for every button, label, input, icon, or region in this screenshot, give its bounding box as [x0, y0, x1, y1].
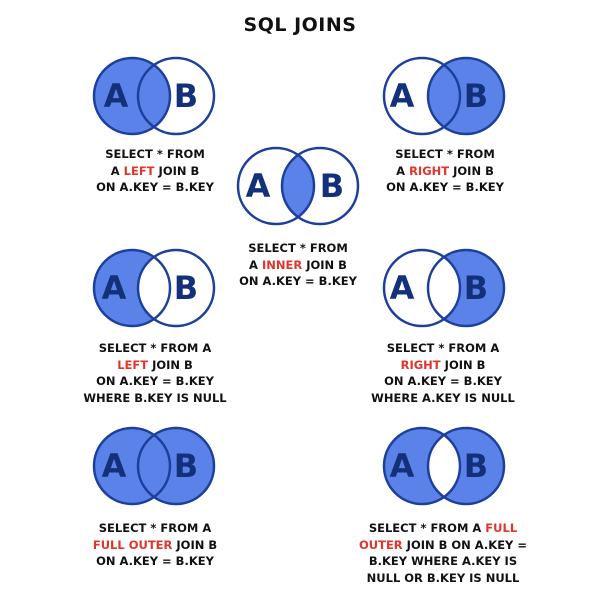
- intersection-region: [138, 58, 170, 134]
- join-keyword: RIGHT: [400, 357, 441, 372]
- intersection-region: [428, 58, 460, 134]
- query-line: SELECT * FROM: [105, 147, 205, 161]
- query-line: LEFT JOIN B: [117, 357, 193, 372]
- page-title: SQL JOINS: [243, 14, 357, 36]
- query-left-join: SELECT * FROM A LEFT JOIN B ON A.KEY = B…: [40, 146, 270, 196]
- label-a: A: [102, 269, 127, 307]
- venn-right-join: A B: [382, 56, 506, 136]
- circle-b-outline: [426, 426, 506, 506]
- query-line: ON A.KEY = B.KEY: [96, 374, 214, 388]
- query-full-outer-join: SELECT * FROM A FULL OUTER JOIN B ON A.K…: [40, 520, 270, 570]
- query-line: ON A.KEY = B.KEY: [386, 180, 504, 194]
- label-b: B: [464, 77, 488, 115]
- query-line: SELECT * FROM A FULL: [368, 521, 518, 535]
- join-keyword: LEFT: [117, 357, 149, 372]
- label-a: A: [390, 77, 415, 115]
- venn-left-excluding-join: A B: [92, 248, 216, 328]
- query-line: A INNER JOIN B: [249, 257, 347, 272]
- query-line: SELECT * FROM A: [386, 341, 500, 355]
- join-keyword: LEFT: [123, 163, 155, 178]
- circle-a-outline: [236, 146, 316, 226]
- query-line: ON A.KEY = B.KEY: [96, 554, 214, 568]
- label-b: B: [464, 269, 488, 307]
- venn-inner-join: A B: [236, 146, 360, 226]
- label-a: A: [390, 269, 415, 307]
- circle-a-outline: [382, 248, 462, 328]
- join-keyword: RIGHT: [409, 163, 450, 178]
- query-line: RIGHT JOIN B: [400, 357, 486, 372]
- circle-b-outline: [136, 56, 216, 136]
- label-b: B: [174, 77, 198, 115]
- circle-b: [428, 250, 504, 326]
- venn-full-outer-excluding-join: A B: [382, 426, 506, 506]
- circle-a: [94, 250, 170, 326]
- circle-b: [138, 428, 214, 504]
- query-line: SELECT * FROM: [395, 147, 495, 161]
- query-line: ON A.KEY = B.KEY: [384, 374, 502, 388]
- query-inner-join: SELECT * FROM A INNER JOIN B ON A.KEY = …: [183, 240, 413, 290]
- query-line: B.KEY WHERE A.KEY IS: [368, 554, 518, 568]
- join-keyword: FULL: [485, 521, 518, 535]
- venn-left-join: A B: [92, 56, 216, 136]
- label-a: A: [102, 447, 127, 485]
- circle-a-outline: [382, 426, 462, 506]
- query-full-outer-excluding-join: SELECT * FROM A FULL OUTER JOIN B ON A.K…: [328, 520, 558, 586]
- join-keyword: INNER: [261, 257, 303, 272]
- circle-a-outline: [92, 56, 172, 136]
- label-b: B: [464, 447, 488, 485]
- circle-b-outline: [280, 146, 360, 226]
- query-line: SELECT * FROM A: [98, 341, 212, 355]
- intersection-region: [282, 148, 314, 224]
- query-line: NULL OR B.KEY IS NULL: [366, 570, 520, 585]
- query-line: A LEFT JOIN B: [110, 163, 200, 178]
- query-line: A RIGHT JOIN B: [396, 163, 494, 178]
- query-line: WHERE A.KEY IS NULL: [371, 390, 515, 405]
- circle-b-outline: [136, 248, 216, 328]
- venn-full-outer-join: A B: [92, 426, 216, 506]
- query-right-excluding-join: SELECT * FROM A RIGHT JOIN B ON A.KEY = …: [328, 340, 558, 406]
- circle-a-outline: [382, 56, 462, 136]
- query-left-excluding-join: SELECT * FROM A LEFT JOIN B ON A.KEY = B…: [40, 340, 270, 406]
- label-a: A: [390, 447, 415, 485]
- query-line: ON A.KEY = B.KEY: [96, 180, 214, 194]
- label-a: A: [104, 77, 129, 115]
- circle-a-outline: [92, 426, 172, 506]
- query-line: SELECT * FROM A: [98, 521, 212, 535]
- query-line: ON A.KEY = B.KEY: [239, 274, 357, 288]
- circle-b-outline: [426, 248, 506, 328]
- query-right-join: SELECT * FROM A RIGHT JOIN B ON A.KEY = …: [330, 146, 560, 196]
- circle-b-outline: [426, 56, 506, 136]
- query-line: FULL OUTER JOIN B: [92, 537, 218, 552]
- label-b: B: [174, 447, 198, 485]
- join-keyword: FULL OUTER: [92, 537, 173, 552]
- label-b: B: [320, 167, 344, 205]
- circle-a-outline: [92, 248, 172, 328]
- query-line: WHERE B.KEY IS NULL: [83, 390, 227, 405]
- query-line: OUTER JOIN B ON A.KEY =: [358, 537, 528, 552]
- circle-b: [428, 428, 504, 504]
- label-b: B: [174, 269, 198, 307]
- query-line: SELECT * FROM: [248, 241, 348, 255]
- venn-right-excluding-join: A B: [382, 248, 506, 328]
- label-a: A: [246, 167, 271, 205]
- join-keyword: OUTER: [358, 537, 403, 552]
- circle-b-outline: [136, 426, 216, 506]
